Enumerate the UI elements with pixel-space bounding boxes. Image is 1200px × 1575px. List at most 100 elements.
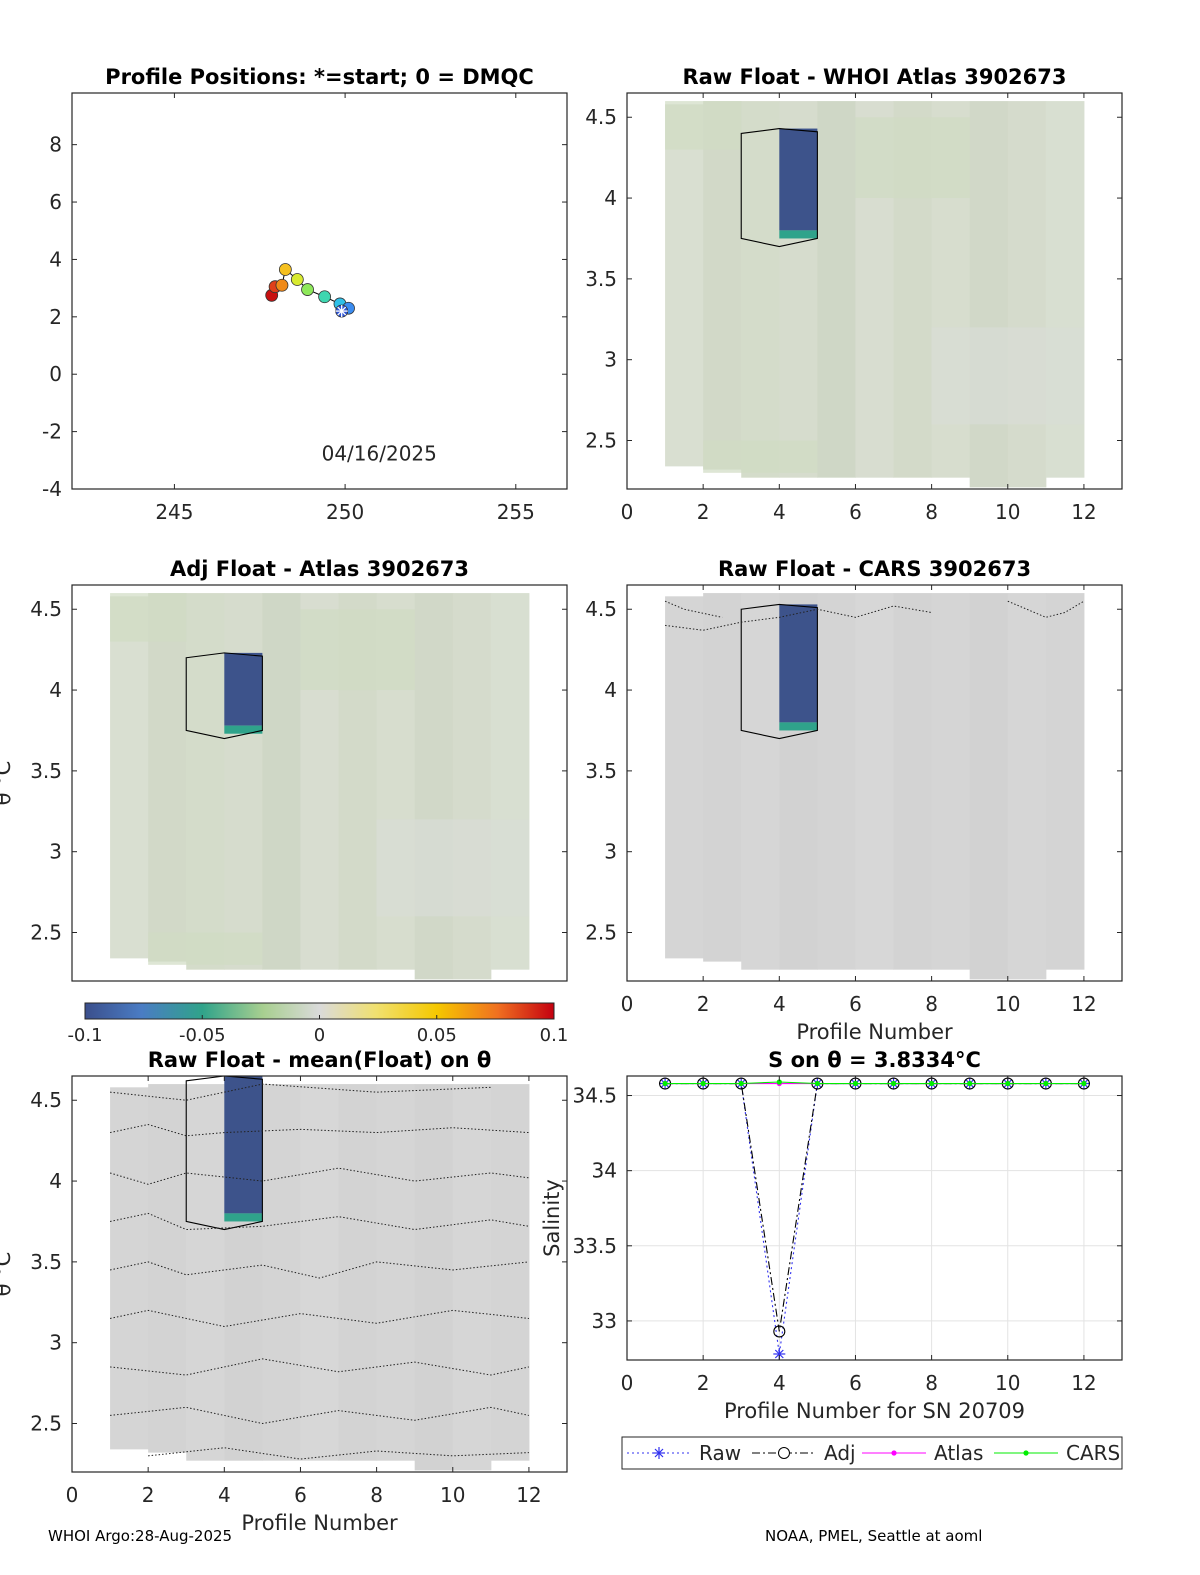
start-star-stroke [337, 306, 347, 316]
x-tick-label: 12 [1071, 1371, 1096, 1395]
anomaly-cell [224, 725, 263, 734]
y-tick-label: 34.5 [572, 1084, 617, 1108]
plot-frame [626, 92, 1123, 490]
field-cell [452, 593, 492, 980]
y-tick-label: 3 [49, 840, 62, 864]
data-point [700, 1080, 706, 1087]
anomaly-cell [779, 722, 818, 731]
x-tick-label: 0 [66, 1483, 79, 1507]
profile-position-point [301, 283, 314, 296]
anomaly-field [110, 593, 530, 980]
field-cell [1007, 101, 1047, 488]
x-tick-label: 2 [697, 500, 710, 524]
data-point [738, 1080, 744, 1087]
y-tick-label: 33.5 [572, 1234, 617, 1258]
anomaly-cell [779, 128, 818, 231]
series-cars [662, 1079, 1087, 1087]
y-tick-label: 3 [604, 348, 617, 372]
field-cell [376, 1084, 416, 1461]
data-point [1081, 1080, 1087, 1087]
field-cell [703, 101, 742, 470]
field-cell [931, 593, 971, 970]
x-tick-label: 10 [995, 500, 1020, 524]
field-cell [414, 593, 454, 980]
chart-title: Raw Float - mean(Float) on θ [148, 1048, 492, 1072]
field-cell [665, 596, 704, 959]
anomaly-cell [224, 1213, 263, 1222]
field-cell [262, 593, 301, 970]
x-tick-label: 255 [497, 500, 535, 524]
data-point [773, 1325, 786, 1338]
legend-marker [1023, 1450, 1029, 1456]
colorbar-tick-label: 0 [314, 1025, 325, 1046]
chart-raw-atlas: Raw Float - WHOI Atlas 3902673 0 2 4 6 8 10 12 4… [585, 65, 1123, 524]
x-axis-label: Profile Number [796, 1020, 953, 1044]
x-tick-label: 8 [925, 992, 938, 1016]
x-tick-label: 6 [849, 992, 862, 1016]
field-patch [110, 593, 187, 642]
dotted-contour [148, 1447, 529, 1460]
x-tick-label: 2 [697, 992, 710, 1016]
data-point [890, 1080, 897, 1087]
anomaly-contour [185, 652, 263, 740]
field-cell [262, 1084, 301, 1461]
star-stroke [774, 1349, 784, 1359]
field-cell [452, 1084, 492, 1471]
field-cell [148, 593, 187, 962]
colorbar-tick-label: -0.05 [179, 1025, 226, 1046]
profile-position-point [275, 278, 289, 292]
profile-position-point [318, 290, 332, 304]
x-tick-label: 4 [773, 500, 786, 524]
field-cell [969, 101, 1009, 488]
y-tick-label: 2.5 [30, 921, 62, 945]
data-point [1005, 1080, 1011, 1087]
footer-right: NOAA, PMEL, Seattle at aoml [765, 1527, 983, 1545]
field-patch [665, 101, 742, 150]
y-tick-label: 3 [604, 840, 617, 864]
anomaly-field [665, 101, 1085, 488]
y-tick-label: 4 [604, 186, 617, 210]
x-tick-label: 12 [1071, 500, 1096, 524]
field-cell [148, 1084, 187, 1453]
colorbar: -0.1 -0.05 0 0.05 0.1 [67, 1002, 568, 1046]
field-patch [703, 440, 818, 473]
legend-marker [891, 1450, 897, 1456]
anomaly-field [665, 593, 1085, 980]
chart-title: Adj Float - Atlas 3902673 [170, 557, 469, 581]
x-tick-label: 6 [294, 1483, 307, 1507]
footer-left: WHOI Argo:28-Aug-2025 [48, 1527, 233, 1545]
x-tick-label: 0 [621, 500, 634, 524]
x-tick-label: 6 [849, 500, 862, 524]
plot-frame [71, 584, 568, 982]
x-tick-label: 6 [849, 1371, 862, 1395]
anomaly-cell [779, 604, 818, 723]
field-cell [490, 1084, 530, 1461]
dotted-contours [664, 600, 1085, 631]
x-tick-label: 2 [697, 1371, 710, 1395]
series-line [665, 1081, 1084, 1085]
date-label: 04/16/2025 [322, 441, 437, 465]
y-tick-label: 6 [49, 190, 62, 214]
field-cell [110, 1087, 149, 1450]
x-tick-label: 8 [370, 1483, 383, 1507]
colorbar-tick-label: -0.1 [67, 1025, 102, 1046]
field-cell [817, 101, 856, 478]
y-tick-label: 8 [49, 133, 62, 157]
plot-frame [626, 1075, 1123, 1361]
y-tick-label: 4.5 [30, 597, 62, 621]
field-cell [855, 593, 895, 970]
anomaly-field [110, 1084, 530, 1471]
data-point [776, 1079, 782, 1085]
y-tick-label: 4.5 [585, 597, 617, 621]
dotted-contour [109, 1123, 529, 1137]
chart-title: Raw Float - WHOI Atlas 3902673 [682, 65, 1066, 89]
y-tick-label: 3.5 [585, 267, 617, 291]
y-tick-label: 2.5 [30, 1412, 62, 1436]
series-line [665, 1082, 1084, 1332]
data-point [967, 1080, 973, 1087]
x-axis-label: Profile Number for SN 20709 [724, 1399, 1025, 1423]
legend-marker [778, 1447, 790, 1459]
field-cell [1007, 593, 1047, 980]
field-patch [931, 327, 1084, 425]
